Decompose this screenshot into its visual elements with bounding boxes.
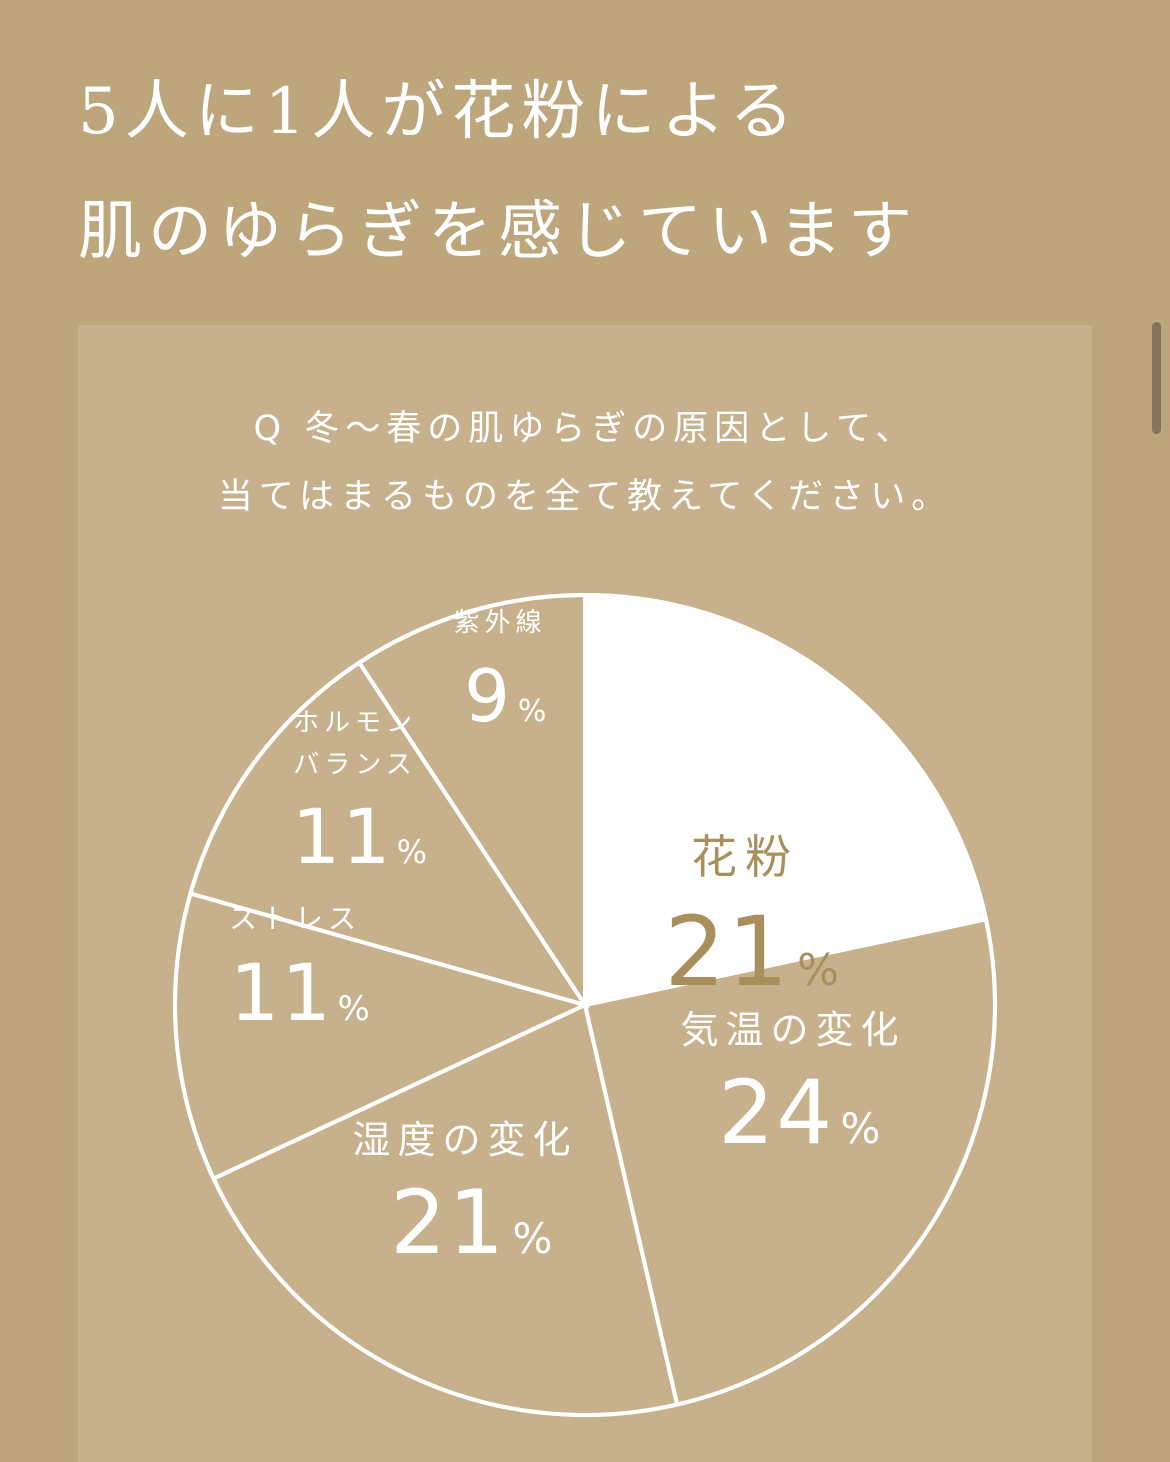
pie-slice-label-3: 湿度の変化 (352, 1118, 577, 1162)
pie-slice-1 (583, 592, 989, 1008)
pie-slice-unit-6: % (518, 694, 547, 729)
pie-slice-unit-3: % (513, 1214, 553, 1263)
pie-slice-value-1: 21 (664, 896, 790, 1008)
pie-slice-unit-2: % (841, 1104, 881, 1153)
headline-line-1: 5人に1人が花粉による (78, 75, 800, 149)
pie-slice-4 (173, 891, 591, 1182)
survey-question-line-1: Q 冬〜春の肌ゆらぎの原因として、 (253, 409, 917, 449)
pie-slice-3 (210, 1002, 680, 1417)
pie-slice-value-5: 11 (292, 792, 393, 881)
pie-slice-unit-1: % (797, 945, 839, 996)
pie-label-group-6: 紫外線 9% (453, 608, 546, 738)
headline: 5人に1人が花粉による 肌のゆらぎを感じています (78, 52, 918, 292)
pie-label-group-2: 気温の変化 24% (680, 1008, 905, 1164)
pie-slice-value-3: 21 (390, 1171, 506, 1274)
pie-slice-2 (582, 916, 997, 1407)
pie-slice-5 (187, 659, 590, 1009)
survey-question: Q 冬〜春の肌ゆらぎの原因として、 当てはまるものを全て教えてください。 (78, 395, 1092, 531)
pie-slice-unit-5: % (397, 833, 427, 871)
pie-slice-label-5-line-2: バランス (293, 750, 416, 780)
pie-label-group-4: ストレス 11% (229, 902, 370, 1039)
pie-label-group-3: 湿度の変化 21% (352, 1118, 577, 1274)
pie-slice-value-6: 9 (464, 654, 512, 738)
survey-question-line-2: 当てはまるものを全て教えてください。 (217, 477, 953, 517)
pie-slice-6 (356, 592, 587, 1012)
headline-line-2: 肌のゆらぎを感じています (78, 195, 918, 269)
pie-slice-value-4: 11 (230, 949, 333, 1039)
pie-slice-label-6: 紫外線 (453, 608, 546, 638)
pie-slice-unit-4: % (338, 989, 370, 1029)
survey-panel: Q 冬〜春の肌ゆらぎの原因として、 当てはまるものを全て教えてください。 花粉 2… (78, 325, 1092, 1462)
pie-slice-label-4: ストレス (229, 902, 361, 935)
pie-slice-label-1: 花粉 (691, 830, 799, 884)
pie-slice-value-2: 24 (718, 1061, 834, 1164)
pie-label-group-1: 花粉 21% (664, 830, 839, 1008)
scrollbar-thumb[interactable] (1152, 322, 1161, 434)
pie-slice-label-2: 気温の変化 (680, 1008, 905, 1052)
pie-slice-label-5-line-1: ホルモン (293, 708, 417, 738)
